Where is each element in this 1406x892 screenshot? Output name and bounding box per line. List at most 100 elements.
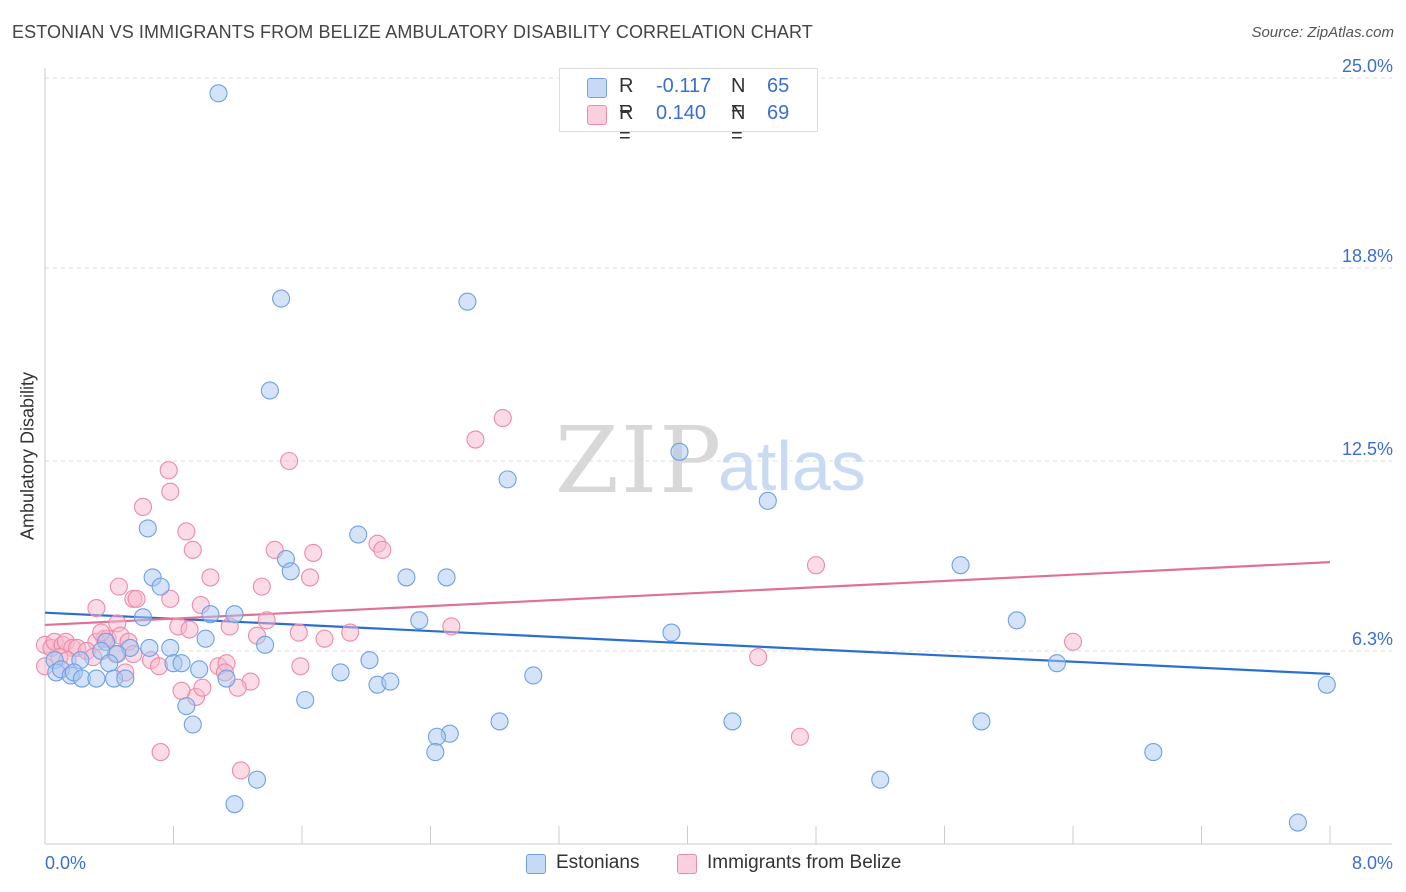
point-belize [231, 761, 251, 780]
bottom-legend-belize: Immigrants from Belize [707, 852, 902, 873]
point-belize [180, 620, 199, 639]
point-estonians [256, 635, 275, 654]
point-estonians [426, 743, 445, 762]
legend-r-value: 0.140 [656, 102, 707, 124]
point-estonians [1288, 813, 1307, 832]
point-estonians [296, 690, 315, 710]
point-estonians [410, 611, 429, 630]
bottom-legend-swatch-belize [677, 854, 697, 874]
point-estonians [225, 605, 244, 624]
chart-title: ESTONIAN VS IMMIGRANTS FROM BELIZE AMBUL… [12, 22, 813, 42]
point-estonians [161, 638, 180, 657]
point-estonians [972, 712, 991, 731]
point-estonians [138, 519, 157, 538]
watermark-atlas: atlas [718, 427, 866, 505]
legend-n-value: 65 [767, 75, 790, 97]
point-estonians [498, 470, 517, 489]
legend-n-label: N = [731, 75, 746, 120]
y-tick-label: 25.0% [1342, 56, 1393, 76]
legend-n-label: N = [731, 102, 746, 147]
point-estonians [1317, 675, 1336, 694]
y-tick-label: 18.8% [1342, 246, 1393, 266]
point-estonians [458, 292, 477, 311]
point-belize [127, 589, 146, 608]
point-belize [442, 617, 461, 636]
point-estonians [260, 381, 279, 400]
point-estonians [331, 663, 350, 682]
point-estonians [662, 623, 681, 642]
correlation-legend: R = -0.117 N = 65 R = 0.140 N = 69 [559, 68, 818, 147]
point-estonians [490, 712, 509, 731]
point-estonians [758, 491, 777, 510]
point-belize [291, 657, 310, 676]
point-belize [87, 599, 106, 618]
grid-lines [45, 77, 1392, 652]
point-belize [341, 623, 360, 642]
point-estonians [871, 770, 890, 789]
legend-swatch-belize [587, 105, 607, 125]
point-estonians [247, 770, 267, 789]
point-belize [109, 577, 128, 596]
point-estonians [951, 556, 970, 575]
legend-r-value: -0.117 [656, 75, 712, 97]
point-belize [289, 623, 308, 642]
point-estonians [397, 568, 416, 587]
bottom-legend-swatch-estonians [526, 854, 546, 874]
point-estonians [349, 525, 368, 544]
point-belize [304, 543, 323, 562]
tick-labels: 6.3% 12.5% 18.8% 25.0% 0.0% 8.0% [45, 56, 1393, 873]
trend-line-belize [44, 561, 1331, 627]
point-belize [493, 409, 512, 428]
point-belize [133, 497, 153, 517]
point-estonians [183, 715, 202, 734]
x-tick-label: 0.0% [45, 853, 86, 873]
point-estonians [87, 669, 106, 688]
point-estonians [272, 289, 291, 308]
point-estonians [196, 629, 215, 648]
point-estonians [133, 608, 153, 627]
point-estonians [177, 697, 196, 716]
point-estonians [381, 672, 400, 691]
point-belize [193, 678, 212, 697]
point-estonians [1007, 611, 1026, 630]
point-belize [161, 589, 180, 608]
x-tick-label: 8.0% [1352, 853, 1393, 873]
point-belize [257, 611, 276, 630]
point-estonians [209, 84, 228, 103]
legend-r-label: R = [619, 75, 634, 120]
point-belize [466, 430, 485, 449]
point-belize [183, 540, 202, 559]
point-estonians [427, 727, 446, 746]
point-belize [315, 629, 334, 648]
point-belize [373, 540, 392, 559]
point-estonians [151, 577, 170, 596]
point-belize [749, 648, 768, 667]
point-belize [806, 556, 826, 575]
point-belize [151, 743, 170, 762]
point-estonians [281, 562, 300, 581]
point-belize [252, 577, 271, 596]
point-estonians [1047, 654, 1066, 673]
point-estonians [360, 651, 379, 670]
point-belize [790, 727, 809, 746]
point-estonians [201, 605, 220, 624]
legend-r-label: R = [619, 102, 634, 147]
point-estonians [116, 669, 135, 688]
watermark-zip: ZIP [555, 407, 723, 514]
point-belize [280, 451, 299, 471]
point-belize [172, 681, 191, 700]
data-points [35, 84, 1336, 832]
legend-n-value: 69 [767, 102, 790, 124]
point-belize [177, 522, 196, 541]
point-estonians [140, 638, 159, 657]
point-estonians [437, 568, 456, 587]
point-estonians [217, 669, 236, 688]
y-tick-label: 12.5% [1342, 439, 1393, 459]
point-estonians [190, 660, 209, 679]
point-estonians [723, 712, 742, 731]
point-estonians [172, 654, 191, 673]
point-estonians [100, 654, 119, 673]
point-estonians [524, 666, 543, 685]
